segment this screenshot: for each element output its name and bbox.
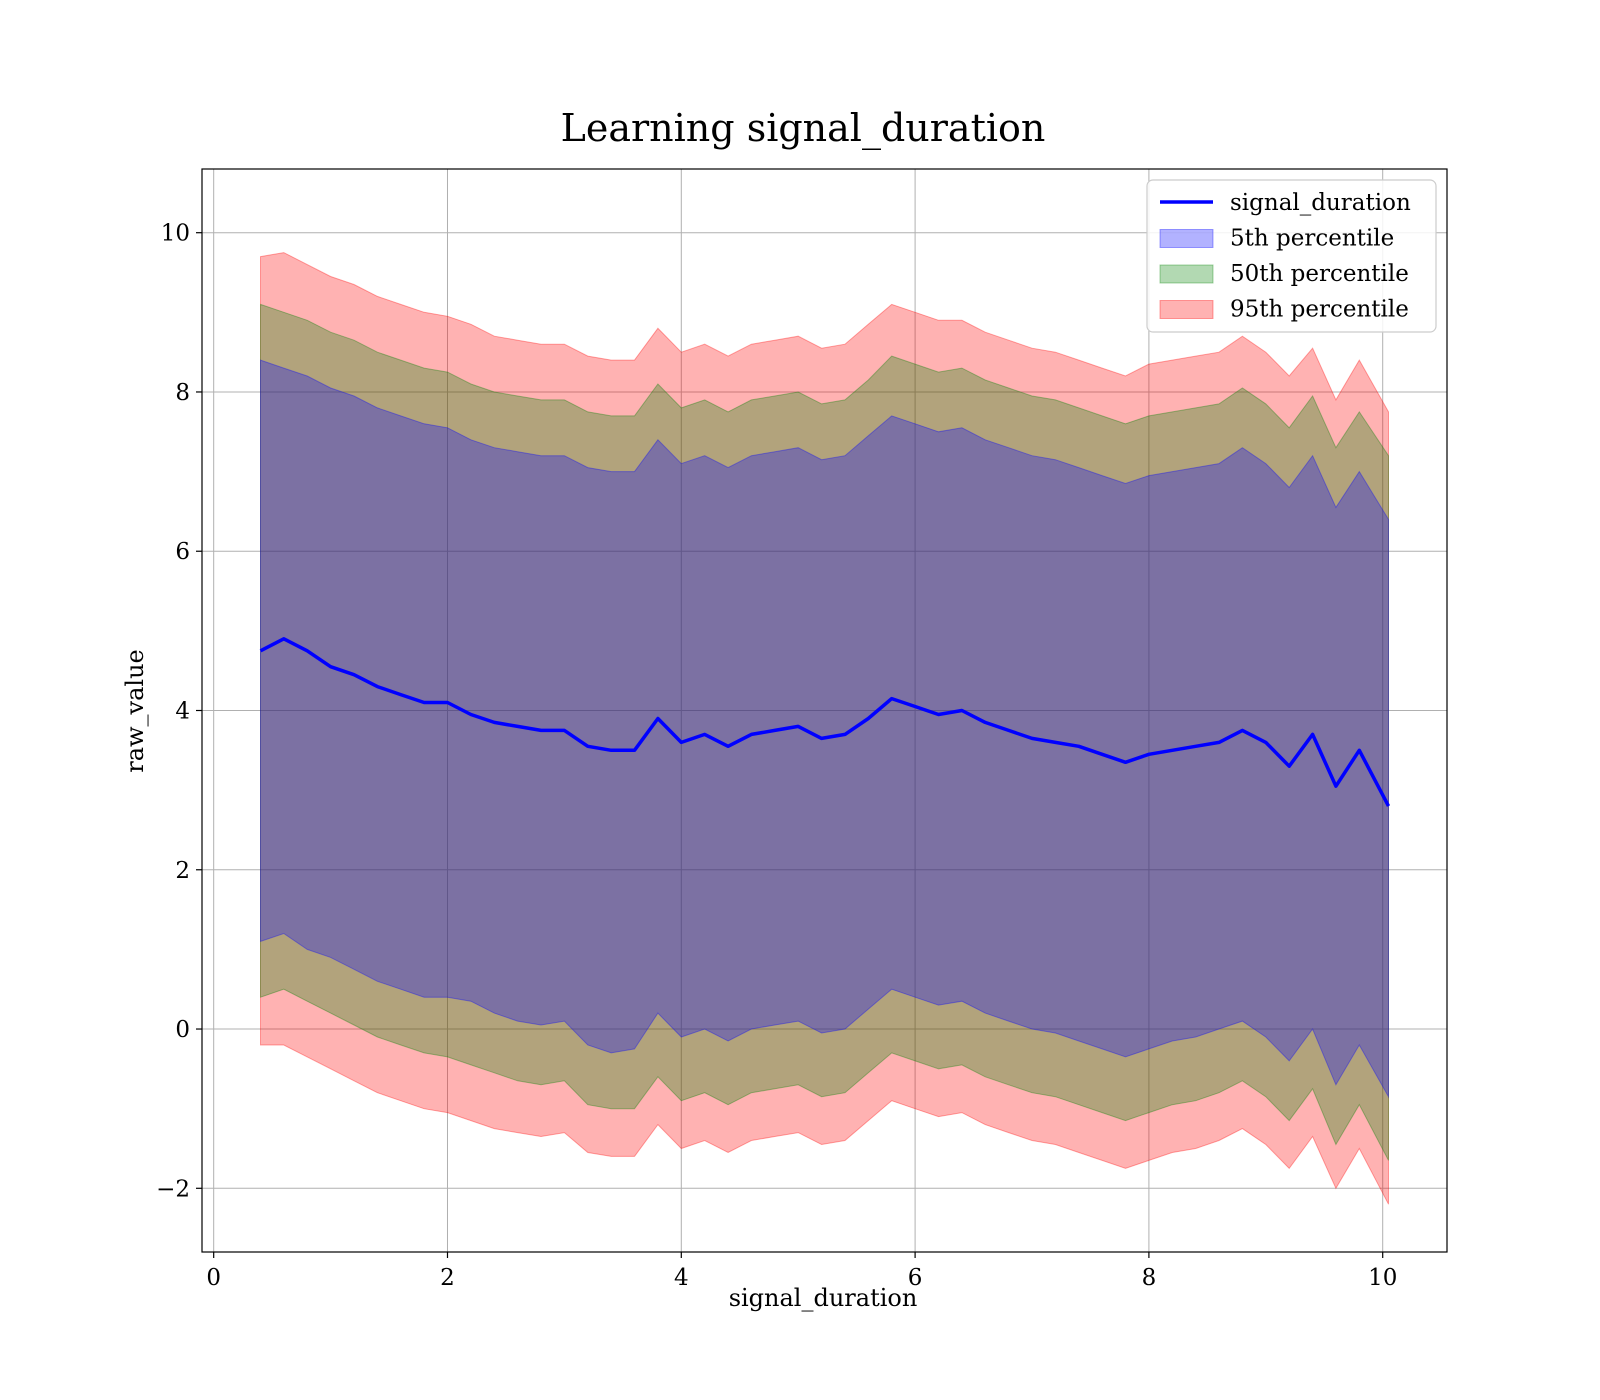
legend-label: signal_duration (1230, 190, 1411, 216)
x-axis-ticks: 0 2 4 6 8 10 (206, 1252, 1397, 1291)
y-axis-ticks: −2 0 2 4 6 8 10 (156, 221, 202, 1202)
y-tick-label: 6 (175, 539, 190, 565)
legend-patch-swatch (1159, 300, 1214, 319)
x-axis-label: signal_duration (729, 1284, 918, 1312)
chart-title: Learning signal_duration (561, 106, 1046, 151)
y-tick-label: 2 (175, 858, 190, 884)
legend-patch-swatch (1159, 264, 1214, 284)
y-tick-label: 0 (175, 1017, 190, 1043)
x-tick-label: 4 (674, 1265, 689, 1291)
percentile-bands (260, 252, 1389, 1205)
legend-box (1146, 179, 1437, 333)
legend-label: 95th percentile (1230, 297, 1409, 323)
y-tick-label: 10 (161, 221, 190, 247)
x-tick-label: 0 (206, 1265, 221, 1291)
band-50th-percentile (260, 303, 1389, 1161)
legend: signal_duration 5th percentile 50th percen… (1146, 179, 1437, 333)
y-axis-label: raw_value (121, 649, 149, 773)
x-tick-label: 10 (1368, 1265, 1397, 1291)
legend-patch-swatch (1159, 229, 1214, 248)
x-tick-label: 6 (908, 1265, 923, 1291)
y-tick-label: 8 (175, 380, 190, 406)
band-95th-percentile (260, 252, 1389, 1205)
x-tick-label: 8 (1142, 1265, 1157, 1291)
series-line-signal_duration (259, 637, 1391, 807)
x-tick-label: 2 (440, 1265, 455, 1291)
band-5th-percentile (260, 359, 1389, 1099)
y-tick-label: −2 (156, 1176, 190, 1202)
y-tick-label: 4 (175, 699, 190, 725)
data-lines (259, 637, 1391, 807)
legend-label: 5th percentile (1230, 226, 1394, 252)
legend-label: 50th percentile (1230, 261, 1409, 287)
